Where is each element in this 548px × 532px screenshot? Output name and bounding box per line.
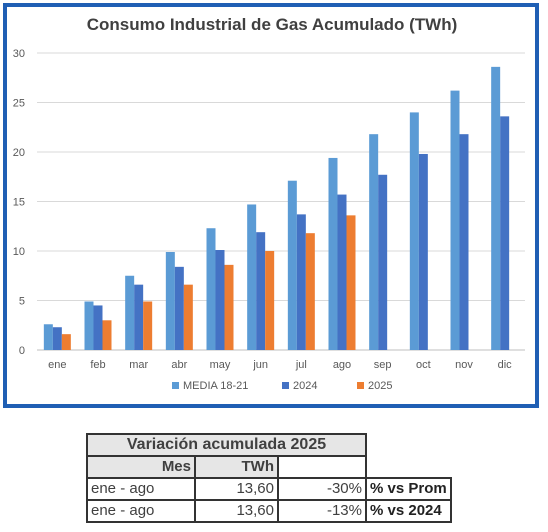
chart-svg: Consumo Industrial de Gas Acumulado (TWh…	[13, 15, 525, 392]
gridlines	[37, 52, 525, 351]
bar	[378, 174, 388, 350]
table-header-row: Mes TWh	[86, 455, 451, 479]
header-mes: Mes	[86, 455, 196, 479]
y-tick-label: 5	[19, 296, 25, 308]
bar	[346, 215, 356, 350]
header-twh: TWh	[194, 455, 279, 479]
bar	[491, 66, 501, 351]
legend: MEDIA 18-21 2024 2025	[172, 380, 392, 392]
bar	[206, 228, 216, 350]
y-tick-label: 25	[13, 98, 25, 110]
x-tick-label: ago	[333, 359, 351, 371]
bar	[125, 275, 135, 350]
legend-swatch	[172, 382, 179, 389]
x-tick-label: feb	[90, 359, 105, 371]
bar	[265, 251, 275, 350]
bars	[43, 66, 510, 351]
bar	[459, 134, 469, 350]
table-row: ene - ago 13,60 -30% % vs Prom	[86, 477, 452, 501]
bar	[247, 204, 257, 350]
bar	[102, 320, 112, 350]
y-tick-label: 0	[19, 345, 25, 357]
x-tick-label: jun	[252, 359, 268, 371]
bar	[287, 180, 297, 350]
cell-note: % vs 2024	[365, 499, 452, 523]
bar	[256, 232, 266, 350]
cell-mes: ene - ago	[86, 477, 196, 501]
table-title: Variación acumulada 2025	[86, 433, 367, 457]
bar	[134, 284, 144, 350]
bar	[61, 334, 71, 350]
table-title-row: Variación acumulada 2025	[86, 433, 451, 457]
cell-mes: ene - ago	[86, 499, 196, 523]
x-tick-label: oct	[416, 359, 431, 371]
x-tick-label: dic	[498, 359, 513, 371]
bar	[500, 116, 510, 350]
chart-frame: Consumo Industrial de Gas Acumulado (TWh…	[3, 3, 539, 408]
bar	[143, 301, 153, 350]
x-tick-label: ene	[48, 359, 66, 371]
header-blank	[277, 455, 367, 479]
x-tick-label: sep	[374, 359, 392, 371]
bar	[337, 194, 347, 350]
y-axis-ticks: 0 5 10 15 20 25 30	[13, 48, 25, 357]
legend-swatch	[282, 382, 289, 389]
cell-twh: 13,60	[194, 477, 279, 501]
cell-pct: -30%	[277, 477, 367, 501]
bar	[84, 301, 94, 350]
bar	[52, 327, 62, 350]
bar	[450, 90, 460, 351]
bar	[369, 134, 379, 350]
y-tick-label: 15	[13, 197, 25, 209]
legend-label: MEDIA 18-21	[183, 380, 248, 392]
cell-pct: -13%	[277, 499, 367, 523]
bar	[93, 305, 103, 350]
summary-table: Variación acumulada 2025 Mes TWh ene - a…	[86, 433, 452, 523]
bar	[418, 153, 428, 350]
x-tick-label: abr	[171, 359, 187, 371]
bar	[174, 266, 184, 350]
bar	[165, 251, 175, 350]
chart-title: Consumo Industrial de Gas Acumulado (TWh…	[87, 15, 458, 34]
bar	[43, 324, 53, 350]
cell-twh: 13,60	[194, 499, 279, 523]
bar	[328, 157, 338, 350]
y-tick-label: 10	[13, 246, 25, 258]
y-tick-label: 20	[13, 147, 25, 159]
legend-label: 2025	[368, 380, 392, 392]
x-tick-label: mar	[129, 359, 148, 371]
y-tick-label: 30	[13, 48, 25, 60]
x-tick-label: jul	[295, 359, 307, 371]
legend-swatch	[357, 382, 364, 389]
x-tick-label: nov	[455, 359, 473, 371]
bar	[183, 284, 193, 350]
table-row: ene - ago 13,60 -13% % vs 2024	[86, 499, 452, 523]
bar	[215, 250, 225, 350]
bar	[409, 112, 419, 351]
cell-note: % vs Prom	[365, 477, 452, 501]
legend-label: 2024	[293, 380, 317, 392]
bar	[224, 264, 234, 350]
x-tick-label: may	[210, 359, 231, 371]
bar	[305, 233, 315, 350]
bar	[296, 214, 306, 350]
x-axis-ticks: ene feb mar abr may jun jul ago sep oct nov dic	[48, 359, 512, 371]
